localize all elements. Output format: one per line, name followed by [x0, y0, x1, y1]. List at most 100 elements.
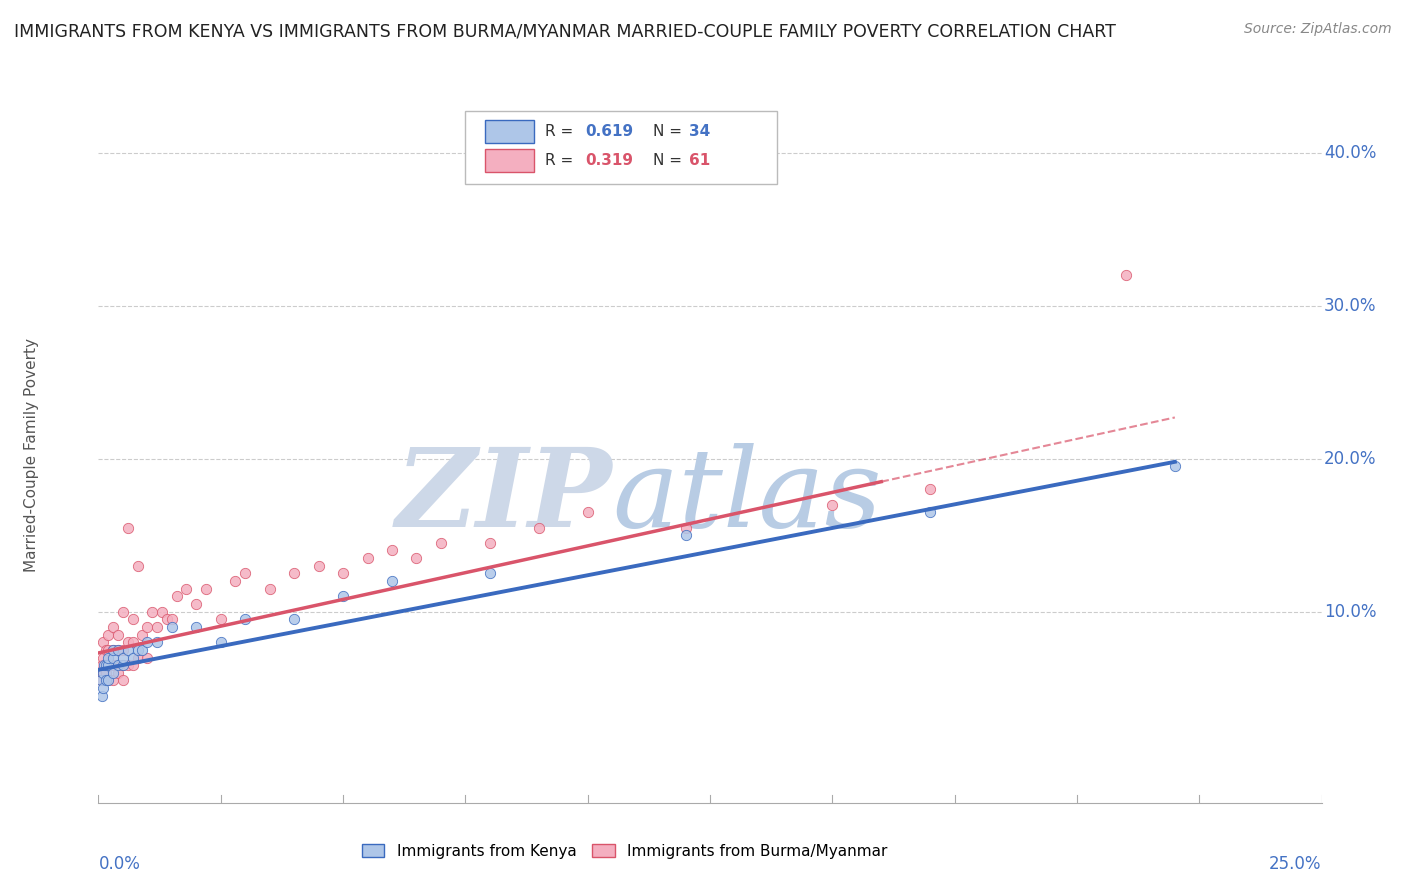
Point	[91, 635, 114, 649]
Point	[920, 505, 942, 519]
Point	[381, 574, 404, 588]
Point	[101, 643, 124, 657]
Point	[97, 650, 120, 665]
Point	[111, 605, 134, 619]
Text: 30.0%: 30.0%	[1324, 297, 1376, 315]
Point	[150, 605, 173, 619]
Point	[107, 643, 129, 657]
Point	[332, 566, 354, 581]
Point	[136, 620, 159, 634]
Point	[90, 673, 112, 688]
Text: Married-Couple Family Poverty: Married-Couple Family Poverty	[24, 338, 38, 572]
Point	[117, 635, 139, 649]
Point	[97, 673, 120, 688]
Point	[283, 612, 305, 626]
Point	[97, 658, 120, 673]
Point	[332, 590, 354, 604]
Point	[224, 574, 246, 588]
Point	[111, 673, 134, 688]
Text: 34: 34	[689, 124, 710, 139]
Point	[283, 566, 305, 581]
Point	[821, 498, 844, 512]
FancyBboxPatch shape	[485, 150, 534, 172]
Point	[1115, 268, 1137, 283]
Point	[107, 658, 129, 673]
Point	[127, 650, 149, 665]
Point	[186, 620, 208, 634]
FancyBboxPatch shape	[485, 120, 534, 143]
Point	[141, 605, 163, 619]
Point	[160, 620, 183, 634]
Point	[1164, 459, 1187, 474]
Text: IMMIGRANTS FROM KENYA VS IMMIGRANTS FROM BURMA/MYANMAR MARRIED-COUPLE FAMILY POV: IMMIGRANTS FROM KENYA VS IMMIGRANTS FROM…	[14, 22, 1116, 40]
Point	[209, 635, 232, 649]
Point	[97, 643, 120, 657]
Point	[381, 543, 404, 558]
Text: 0.0%: 0.0%	[98, 855, 141, 873]
Legend: Immigrants from Kenya, Immigrants from Burma/Myanmar: Immigrants from Kenya, Immigrants from B…	[356, 838, 893, 864]
Point	[576, 505, 599, 519]
Point	[121, 612, 143, 626]
Point	[308, 558, 330, 573]
Text: Source: ZipAtlas.com: Source: ZipAtlas.com	[1244, 22, 1392, 37]
Point	[91, 681, 114, 695]
Point	[93, 658, 115, 673]
Point	[121, 635, 143, 649]
Point	[121, 658, 143, 673]
Point	[259, 582, 281, 596]
Point	[94, 673, 117, 688]
Point	[91, 650, 114, 665]
Point	[136, 650, 159, 665]
Point	[186, 597, 208, 611]
Point	[127, 643, 149, 657]
Point	[405, 551, 427, 566]
Point	[107, 627, 129, 641]
Point	[91, 665, 114, 680]
Point	[111, 658, 134, 673]
Point	[90, 673, 112, 688]
Point	[117, 520, 139, 534]
Point	[430, 536, 453, 550]
Text: atlas: atlas	[612, 443, 882, 550]
Point	[478, 566, 501, 581]
Point	[94, 665, 117, 680]
Point	[160, 612, 183, 626]
Text: N =: N =	[652, 153, 682, 168]
Point	[146, 620, 169, 634]
Point	[107, 665, 129, 680]
Point	[97, 673, 120, 688]
Point	[121, 650, 143, 665]
Point	[131, 643, 153, 657]
Point	[107, 643, 129, 657]
Text: 25.0%: 25.0%	[1270, 855, 1322, 873]
Point	[101, 658, 124, 673]
Text: R =: R =	[546, 124, 574, 139]
Point	[675, 520, 697, 534]
Point	[111, 643, 134, 657]
Text: ZIP: ZIP	[395, 443, 612, 550]
Point	[146, 635, 169, 649]
Point	[94, 658, 117, 673]
Point	[675, 528, 697, 542]
Point	[94, 643, 117, 657]
Point	[136, 635, 159, 649]
Point	[195, 582, 218, 596]
Text: 40.0%: 40.0%	[1324, 144, 1376, 162]
Text: 61: 61	[689, 153, 710, 168]
Point	[91, 665, 114, 680]
Point	[90, 689, 112, 703]
Text: 20.0%: 20.0%	[1324, 450, 1376, 467]
Text: 0.319: 0.319	[585, 153, 633, 168]
FancyBboxPatch shape	[465, 111, 778, 184]
Point	[111, 658, 134, 673]
Point	[176, 582, 198, 596]
Point	[920, 483, 942, 497]
Point	[166, 590, 188, 604]
Text: 10.0%: 10.0%	[1324, 603, 1376, 621]
Point	[233, 566, 256, 581]
Point	[101, 620, 124, 634]
Point	[527, 520, 550, 534]
Point	[111, 650, 134, 665]
Point	[117, 643, 139, 657]
Point	[101, 643, 124, 657]
